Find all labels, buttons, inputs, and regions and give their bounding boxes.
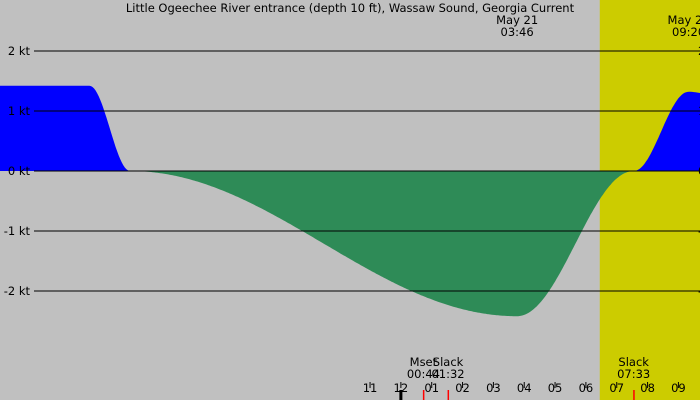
x-tick-label: 08 bbox=[640, 381, 655, 395]
grid-lines bbox=[34, 50, 700, 292]
x-tick-label: 04 bbox=[517, 381, 532, 395]
x-tick-label: 11 bbox=[363, 381, 378, 395]
event-time-label: 00:44 bbox=[407, 367, 440, 381]
daylight-band bbox=[599, 0, 700, 400]
x-tick-label: 03 bbox=[486, 381, 501, 395]
event-time-label: 01:32 bbox=[431, 367, 464, 381]
top-time-label: 09:20 bbox=[672, 25, 700, 39]
x-tick-label: 07 bbox=[609, 381, 624, 395]
top-time-label: 03:46 bbox=[501, 25, 534, 39]
ebb-current-area bbox=[131, 171, 634, 317]
x-tick-label: 01 bbox=[424, 381, 439, 395]
flood-current-area bbox=[0, 85, 132, 171]
event-label: Slack bbox=[618, 355, 649, 369]
event-label: Slack bbox=[433, 355, 464, 369]
y-tick-label-right: 1 kt bbox=[698, 104, 700, 118]
x-tick-label: 06 bbox=[579, 381, 594, 395]
y-tick-label-right: -2 kt bbox=[698, 284, 700, 298]
daylight-shading bbox=[599, 0, 700, 400]
chart-title: Little Ogeechee River entrance (depth 10… bbox=[126, 1, 575, 15]
x-tick-label: 09 bbox=[671, 381, 686, 395]
top-date-label: May 21 bbox=[668, 13, 700, 27]
moon-event-marker bbox=[422, 390, 425, 400]
slack-marker bbox=[447, 390, 450, 400]
x-tick-label: 02 bbox=[455, 381, 470, 395]
x-tick-label: 05 bbox=[548, 381, 563, 395]
midnight-marker bbox=[399, 390, 403, 400]
y-tick-label: 1 kt bbox=[8, 104, 31, 118]
event-label: Mset bbox=[410, 355, 438, 369]
labels: 2 kt 2 kt 1 kt 1 kt 0 kt 0 kt -1 kt -1 kt -2 kt -… bbox=[4, 13, 700, 395]
slack-marker bbox=[633, 390, 635, 400]
y-tick-label: 0 kt bbox=[8, 164, 31, 178]
event-time-label: 07:33 bbox=[617, 367, 650, 381]
y-tick-label: -2 kt bbox=[4, 284, 31, 298]
flood-current-area bbox=[633, 91, 700, 171]
y-tick-label-right: 2 kt bbox=[698, 44, 700, 58]
top-date-label: May 21 bbox=[496, 13, 538, 27]
x-tick-label: 12 bbox=[394, 381, 409, 395]
current-areas bbox=[0, 85, 700, 317]
y-tick-label: -1 kt bbox=[4, 224, 31, 238]
y-tick-label-right: 0 kt bbox=[698, 164, 700, 178]
y-tick-label-right: -1 kt bbox=[698, 224, 700, 238]
markers bbox=[369, 382, 679, 400]
y-tick-label: 2 kt bbox=[8, 44, 31, 58]
